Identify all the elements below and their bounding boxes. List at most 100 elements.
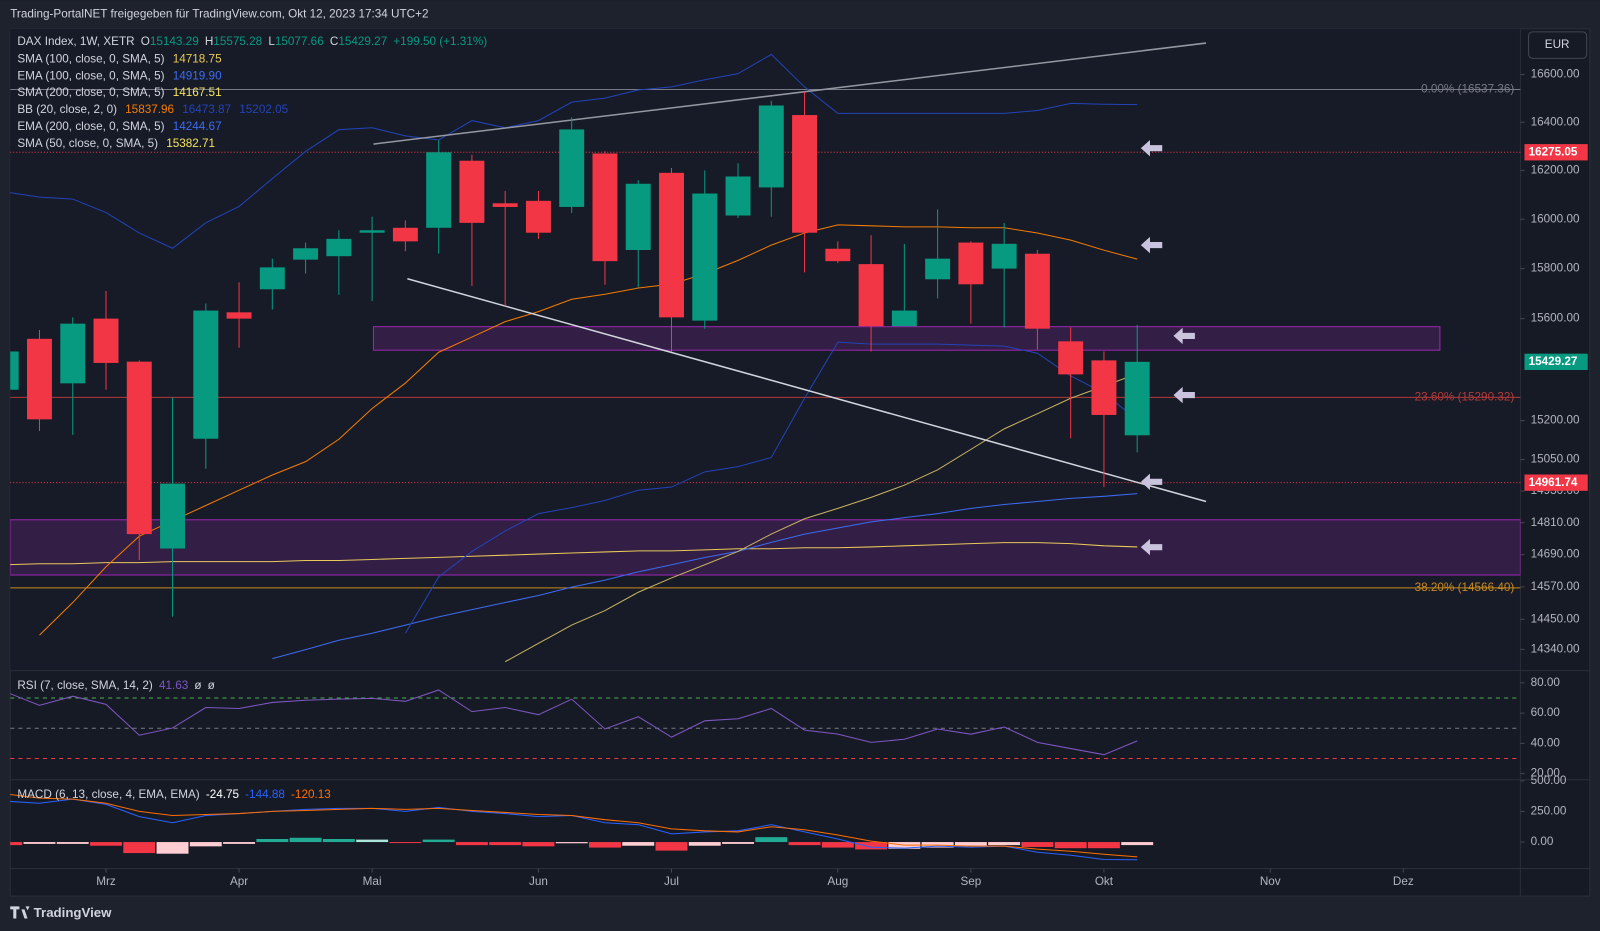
arrow <box>1140 538 1163 556</box>
rsi-legend: RSI (7, close, SMA, 14, 2) 41.63 ø ø <box>17 679 215 692</box>
symbol: DAX Index, 1W, XETR <box>17 35 134 48</box>
y-tick-label: 500.00 <box>1531 774 1567 787</box>
arrow <box>1140 139 1163 157</box>
y-tick-label: 15800.00 <box>1531 262 1580 275</box>
y-tick-label: 14570.00 <box>1531 580 1580 593</box>
macd-hist-bar <box>189 842 222 847</box>
currency-button[interactable] <box>1528 31 1588 59</box>
indicator-line <box>404 341 1138 634</box>
indicator-line <box>272 493 1138 660</box>
macd-plot <box>10 794 1154 861</box>
y-tick-label: 60.00 <box>1531 706 1561 719</box>
macd-hist-bar <box>722 842 754 844</box>
x-tick-label: Mai <box>363 875 382 888</box>
header: Trading-PortalNET freigegeben für Tradin… <box>10 8 428 21</box>
indicator-value: 15382.71 <box>166 137 215 150</box>
candle-body <box>925 258 951 280</box>
trendline <box>407 278 1207 503</box>
y-tick-label: 15200.00 <box>1531 414 1580 427</box>
indicator-name: EMA (100, close, 0, SMA, 5) <box>17 69 164 82</box>
macd-hist-bar <box>555 842 588 844</box>
macd-hist-bar <box>356 839 389 843</box>
macd-hist-bar <box>422 839 455 843</box>
y-tick-label: 16600.00 <box>1531 68 1580 81</box>
x-tick-label: Sep <box>960 875 981 888</box>
x-tick-label: Apr <box>230 875 248 888</box>
macd-hist-bar <box>821 842 854 848</box>
last-price-label: 15429.27 <box>1529 355 1578 368</box>
x-tick-label: Jun <box>529 875 548 888</box>
ohlc-key: L <box>268 35 275 48</box>
candle-body <box>692 193 718 321</box>
candle-body <box>525 200 551 233</box>
candle-body <box>126 361 152 535</box>
indicator-value: 16473.87 <box>182 103 231 116</box>
macd-hist-bar <box>322 838 355 843</box>
macd-hist-bar <box>1054 842 1087 849</box>
y-tick-label: 16400.00 <box>1531 115 1580 128</box>
indicator-line <box>10 53 1138 249</box>
trendline <box>373 42 1207 145</box>
ohlc-value: 15143.29 <box>150 35 199 48</box>
arrow <box>1173 386 1195 404</box>
x-tick-label: Aug <box>827 875 848 888</box>
macd-hist-bar <box>1087 842 1120 849</box>
x-tick-label: Mrz <box>96 875 116 888</box>
candle-body <box>259 267 285 290</box>
indicator-name: SMA (100, close, 0, SMA, 5) <box>17 52 164 65</box>
price-label: 16275.05 <box>1529 145 1578 158</box>
x-tick-label: Dez <box>1393 875 1414 888</box>
rsi-value: 41.63 <box>159 679 188 692</box>
y-tick-label: 14690.00 <box>1531 548 1580 561</box>
arrow <box>1140 236 1163 254</box>
candle-body <box>27 338 52 420</box>
y-tick-label: 0.00 <box>1531 835 1554 848</box>
legend-row: SMA (200, close, 0, SMA, 5) 14167.51 <box>17 86 221 99</box>
candle-body <box>459 160 485 223</box>
ohlc-key: O <box>141 35 150 48</box>
indicator-value: 15202.05 <box>239 103 288 116</box>
change: +199.50 (+1.31%) <box>393 35 487 48</box>
candle-body <box>1058 341 1084 375</box>
candle-body <box>293 248 319 260</box>
rsi-name: RSI (7, close, SMA, 14, 2) <box>17 679 153 692</box>
macd-hist-bar <box>988 842 1021 846</box>
y-tick-label: 16200.00 <box>1531 164 1580 177</box>
y-tick-label: 16000.00 <box>1531 212 1580 225</box>
macd-hist-value: -24.75 <box>206 788 240 801</box>
x-tick-label: Nov <box>1260 875 1281 888</box>
ohlc-key: C <box>330 35 339 48</box>
macd-hist-bar <box>1021 842 1054 847</box>
candle-body <box>426 152 452 228</box>
y-tick-label: 80.00 <box>1531 676 1561 689</box>
macd-hist-bar <box>156 842 189 854</box>
currency[interactable]: EUR <box>1545 38 1570 51</box>
candle-body <box>659 172 684 318</box>
y-tick-label: 14810.00 <box>1531 516 1580 529</box>
candle-body <box>792 115 818 233</box>
candle-body <box>392 227 418 242</box>
indicator-name: SMA (50, close, 0, SMA, 5) <box>17 137 158 150</box>
last-price-box <box>1524 353 1588 370</box>
macd-hist-bar <box>90 842 122 846</box>
candle-body <box>359 230 385 233</box>
macd-hist-bar <box>23 842 56 844</box>
rsi-plot <box>10 689 1521 760</box>
indicator-line <box>39 224 1138 636</box>
candle-body <box>1124 361 1150 436</box>
macd-value: -144.88 <box>245 788 285 801</box>
ohlc-value: 15575.28 <box>213 35 262 48</box>
fib-label: 23.60% (15290.32) <box>1415 390 1515 403</box>
candle-body <box>625 183 651 250</box>
macd-hist-bar <box>56 842 89 844</box>
axes: 0.00% (16537.36) 23.60% (15290.32) 38.20% … <box>96 68 1588 888</box>
ohlc-key: H <box>205 35 213 48</box>
candle-body <box>758 105 784 188</box>
y-tick-label: 15600.00 <box>1531 312 1580 325</box>
macd-hist-bar <box>1121 842 1154 846</box>
macd-hist-bar <box>855 842 888 850</box>
x-tick-label: Jul <box>664 875 679 888</box>
main-plot <box>10 42 1521 663</box>
